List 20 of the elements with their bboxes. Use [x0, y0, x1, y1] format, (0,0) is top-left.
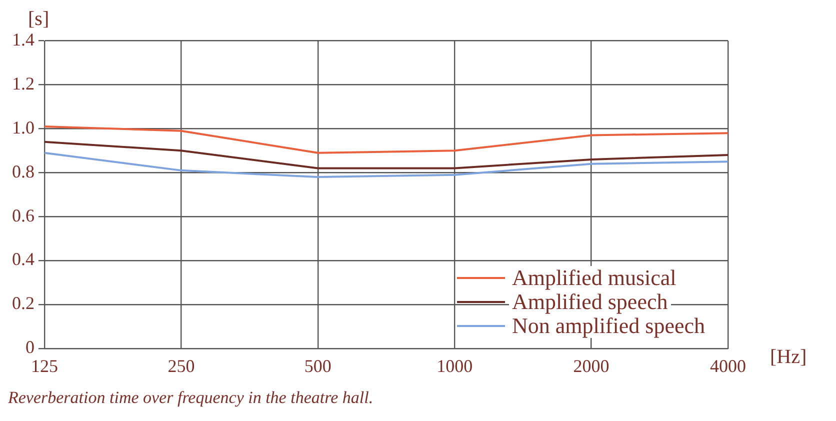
y-tick-label: 0.2	[12, 293, 34, 314]
y-axis-title: [s]	[28, 8, 50, 31]
y-tick-label: 0.8	[12, 161, 34, 182]
y-tick-label: 0.6	[12, 205, 34, 226]
legend-label: Non amplified speech	[508, 313, 708, 338]
legend-label: Amplified speech	[508, 289, 671, 314]
legend-label: Amplified musical	[508, 265, 680, 290]
x-axis-title: [Hz]	[770, 346, 807, 369]
x-tick-label: 4000	[710, 356, 746, 376]
text: Reverberation time over frequency in the theatre hall.	[8, 388, 374, 408]
x-tick-label: 2000	[573, 356, 610, 376]
y-tick-label: 1.0	[12, 117, 34, 138]
x-tick-label: 250	[168, 356, 195, 376]
y-tick-label: 0	[26, 337, 34, 358]
x-tick-label: 500	[304, 356, 332, 376]
y-tick-label: 1.4	[12, 30, 34, 50]
y-tick-label: 0.4	[12, 249, 34, 270]
y-tick-label: 1.2	[12, 73, 34, 94]
x-tick-label: 125	[31, 356, 58, 376]
x-tick-label: 1000	[436, 356, 473, 376]
